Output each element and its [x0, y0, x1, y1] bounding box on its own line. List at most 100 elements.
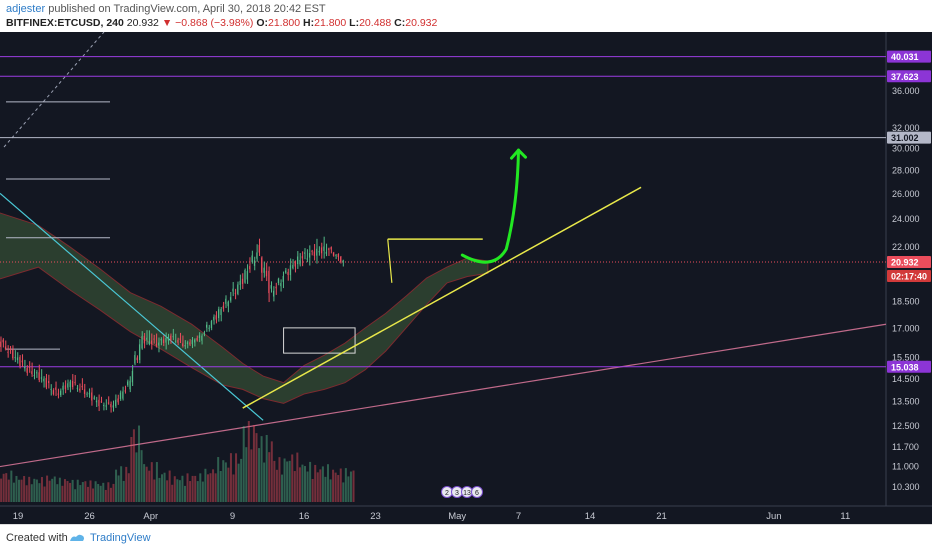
time-tick-label: 7: [516, 511, 521, 522]
candle-body: [95, 400, 98, 403]
author-link[interactable]: adjester: [6, 3, 46, 15]
low-value: 20.488: [359, 17, 392, 29]
volume-bar: [196, 481, 199, 502]
volume-bar: [46, 475, 49, 502]
volume-bar: [329, 479, 332, 502]
volume-bar: [168, 470, 171, 502]
volume-bar: [319, 469, 322, 502]
price-tick-label: 10.300: [892, 482, 920, 492]
volume-bar: [204, 468, 207, 502]
candle-body: [251, 255, 253, 263]
volume-bar: [51, 478, 54, 502]
candle-body: [55, 387, 57, 390]
candle-body: [289, 265, 291, 275]
volume-bar: [127, 473, 130, 502]
candle-body: [112, 405, 114, 408]
volume-bar: [99, 485, 102, 502]
tradingview-brand-link[interactable]: TradingView: [90, 532, 151, 544]
candle-body: [318, 251, 320, 253]
candle-body: [76, 387, 78, 389]
candle-body: [304, 252, 306, 254]
candle-body: [177, 339, 179, 343]
candle-body: [172, 336, 174, 338]
candle-body: [62, 385, 64, 390]
time-tick-label: 9: [230, 511, 235, 522]
volume-bar: [181, 475, 184, 502]
candle-body: [93, 397, 95, 399]
event-flag-label: 13: [463, 490, 471, 497]
candle-body: [220, 308, 222, 315]
time-tick-label: Apr: [143, 511, 158, 522]
time-tick-label: 21: [656, 511, 667, 522]
volume-bar: [240, 458, 243, 502]
volume-bar: [189, 481, 192, 502]
candle-body: [174, 340, 177, 342]
price-tick-label: 15.500: [892, 353, 920, 363]
volume-bar: [194, 475, 197, 502]
candle-body: [182, 343, 184, 347]
price-tick-label: 12.500: [892, 421, 920, 431]
volume-bar: [258, 448, 261, 502]
volume-bar: [247, 421, 250, 502]
price-tick-label: 24.000: [892, 214, 920, 224]
price-label-box: [887, 256, 931, 269]
volume-bar: [255, 433, 258, 502]
volume-bar: [109, 487, 112, 502]
ichimoku-cloud: [0, 212, 489, 404]
price-tick-label: 28.000: [892, 165, 920, 175]
chart-area[interactable]: 36.000 32.000 30.000 28.000 26.000 24.000 22.0…: [0, 31, 932, 524]
volume-bar: [125, 466, 128, 502]
candle-body: [275, 286, 277, 289]
candle-body: [277, 278, 280, 284]
candle-body: [301, 256, 303, 259]
price-label-text: 40.031: [891, 52, 919, 62]
candle-body: [332, 252, 335, 256]
volume-bar: [281, 474, 284, 502]
volume-bar: [286, 461, 289, 502]
volume-bar: [314, 464, 317, 502]
symbol-label: BITFINEX:ETCUSD, 240: [6, 17, 124, 29]
event-flags: 2 3 13 6: [441, 486, 483, 498]
volume-bar: [273, 460, 276, 502]
time-tick-label: 16: [299, 511, 310, 522]
projection-arrow: [460, 148, 520, 264]
volume-bar: [40, 477, 43, 502]
candle-body: [48, 381, 50, 383]
volume-bar: [43, 486, 46, 502]
candle-body: [28, 366, 31, 368]
candle-body: [194, 339, 196, 343]
price-tick-label: 18.500: [892, 297, 920, 307]
volume-bar: [25, 485, 28, 502]
publish-text: published on TradingView.com, April 30, …: [48, 3, 326, 15]
candle-body: [7, 351, 9, 353]
volume-bar: [38, 483, 41, 502]
candle-body: [253, 260, 256, 266]
volume-bar: [304, 466, 306, 502]
candle-body: [40, 377, 43, 379]
volume-bar: [183, 485, 186, 502]
candle-body: [208, 327, 210, 329]
candle-body: [342, 260, 344, 263]
price-label-text: 02:17:40: [891, 272, 927, 282]
candle-body: [196, 338, 198, 341]
candle-body: [167, 337, 169, 341]
volume-bar: [283, 458, 286, 502]
candles: [0, 236, 344, 413]
candle-body: [71, 380, 74, 387]
candle-body: [210, 321, 212, 329]
volume-bar: [309, 461, 312, 502]
volume-bar: [12, 482, 15, 502]
last-price: 20.932: [126, 17, 159, 29]
price-label-text: 15.038: [891, 362, 919, 372]
volume-bar: [74, 489, 77, 502]
volume-bar: [81, 482, 84, 502]
candle-body: [146, 337, 148, 340]
candle-body: [24, 366, 26, 369]
price-label-box: [887, 270, 931, 283]
time-tick-label: Jun: [766, 511, 781, 522]
candle-body: [155, 344, 157, 346]
high-value: 21.800: [314, 17, 347, 29]
candle-body: [265, 270, 268, 277]
candle-body: [57, 393, 59, 395]
price-chart[interactable]: 36.000 32.000 30.000 28.000 26.000 24.000 22.0…: [0, 31, 932, 524]
